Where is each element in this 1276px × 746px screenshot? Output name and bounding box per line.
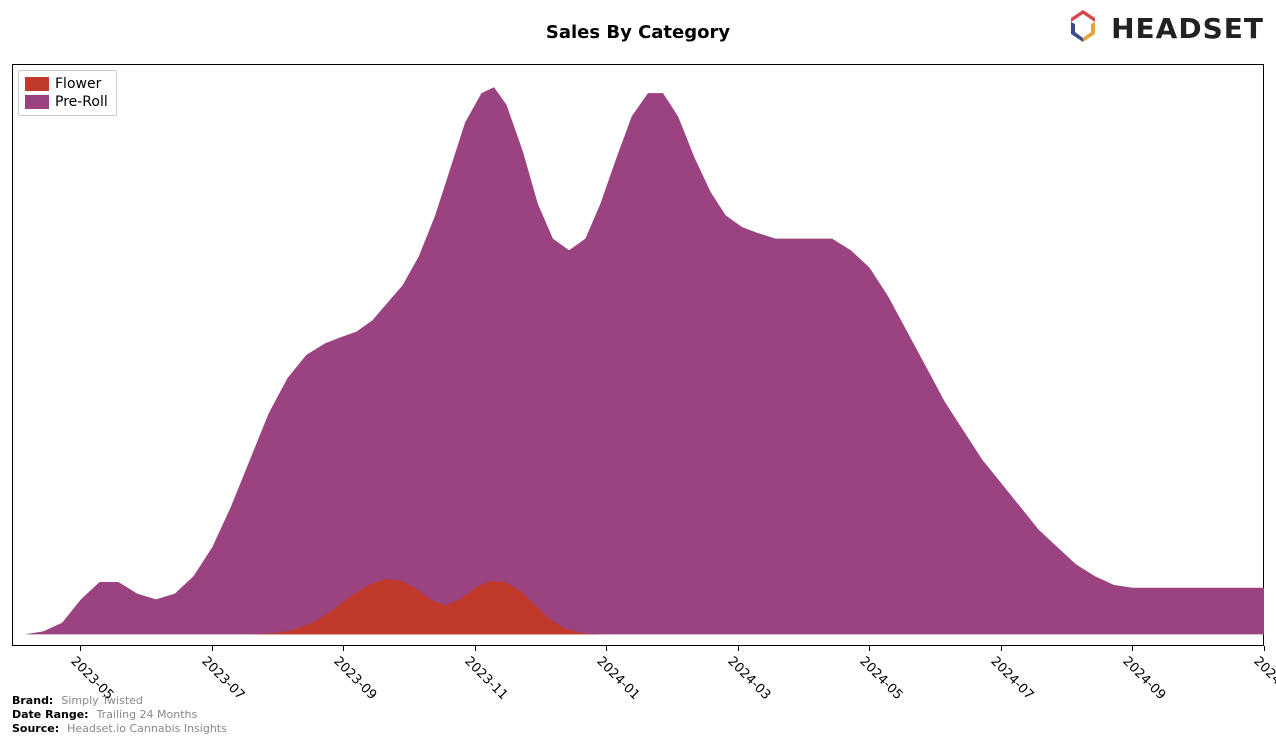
- meta-value: Simply Twisted: [61, 694, 143, 707]
- x-tick-mark: [80, 646, 81, 651]
- meta-row: Brand: Simply Twisted: [12, 694, 227, 708]
- meta-row: Source: Headset.io Cannabis Insights: [12, 722, 227, 736]
- x-tick-mark: [212, 646, 213, 651]
- x-tick-mark: [1264, 646, 1265, 651]
- meta-row: Date Range: Trailing 24 Months: [12, 708, 227, 722]
- x-tick-mark: [606, 646, 607, 651]
- meta-label: Brand:: [12, 694, 53, 707]
- meta-label: Source:: [12, 722, 59, 735]
- x-tick-mark: [1001, 646, 1002, 651]
- legend-swatch: [25, 95, 49, 109]
- meta-value: Headset.io Cannabis Insights: [67, 722, 227, 735]
- x-tick-mark: [1132, 646, 1133, 651]
- x-tick-mark: [869, 646, 870, 651]
- chart-meta: Brand: Simply TwistedDate Range: Trailing …: [12, 694, 227, 736]
- chart-areas: [0, 0, 1276, 746]
- legend-swatch: [25, 77, 49, 91]
- x-tick-mark: [343, 646, 344, 651]
- legend-label: Pre-Roll: [55, 93, 108, 111]
- meta-value: Trailing 24 Months: [97, 708, 198, 721]
- legend-label: Flower: [55, 75, 101, 93]
- x-tick-mark: [475, 646, 476, 651]
- legend-item-flower: Flower: [25, 75, 108, 93]
- legend: FlowerPre-Roll: [18, 70, 117, 116]
- area-pre-roll: [12, 87, 1264, 634]
- x-tick-mark: [738, 646, 739, 651]
- legend-item-pre-roll: Pre-Roll: [25, 93, 108, 111]
- meta-label: Date Range:: [12, 708, 89, 721]
